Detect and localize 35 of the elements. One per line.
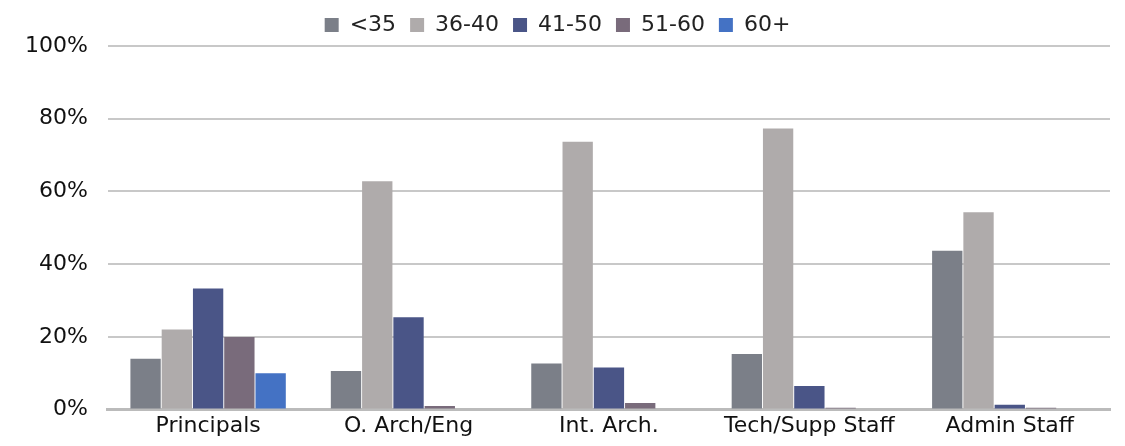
bar xyxy=(424,405,455,409)
y-tick-label: 100% xyxy=(24,31,88,57)
y-tick-label: 0% xyxy=(52,395,88,421)
bar xyxy=(593,367,625,409)
bar xyxy=(794,385,825,409)
bar xyxy=(130,358,161,409)
bar xyxy=(731,353,762,409)
x-tick-label: Principals xyxy=(155,411,261,437)
bar xyxy=(994,404,1025,409)
bar xyxy=(531,363,562,409)
bar xyxy=(562,141,593,409)
bar xyxy=(255,373,286,409)
x-tick-label: Int. Arch. xyxy=(559,411,659,437)
bar xyxy=(161,329,192,409)
x-tick-label: Admin Staff xyxy=(945,411,1075,437)
legend-label: 51-60 xyxy=(640,10,705,36)
x-tick-label: O. Arch/Eng xyxy=(343,411,474,437)
y-tick-label: 40% xyxy=(38,249,88,275)
bar xyxy=(625,403,656,409)
y-tick-label: 80% xyxy=(38,104,88,130)
legend-label: 41-50 xyxy=(538,10,602,36)
bar xyxy=(393,317,424,409)
legend-label: <35 xyxy=(349,10,397,36)
bar xyxy=(963,212,994,409)
y-tick-label: 60% xyxy=(38,177,88,203)
bar xyxy=(192,288,224,409)
bar xyxy=(224,336,255,409)
legend-label: 60+ xyxy=(743,10,791,36)
y-tick-label: 20% xyxy=(38,322,88,348)
bar xyxy=(932,250,963,409)
x-tick-label: Tech/Supp Staff xyxy=(722,411,896,437)
legend-label: 36-40 xyxy=(435,10,500,36)
bar xyxy=(330,371,362,409)
bar xyxy=(362,181,393,409)
bar xyxy=(762,128,794,409)
